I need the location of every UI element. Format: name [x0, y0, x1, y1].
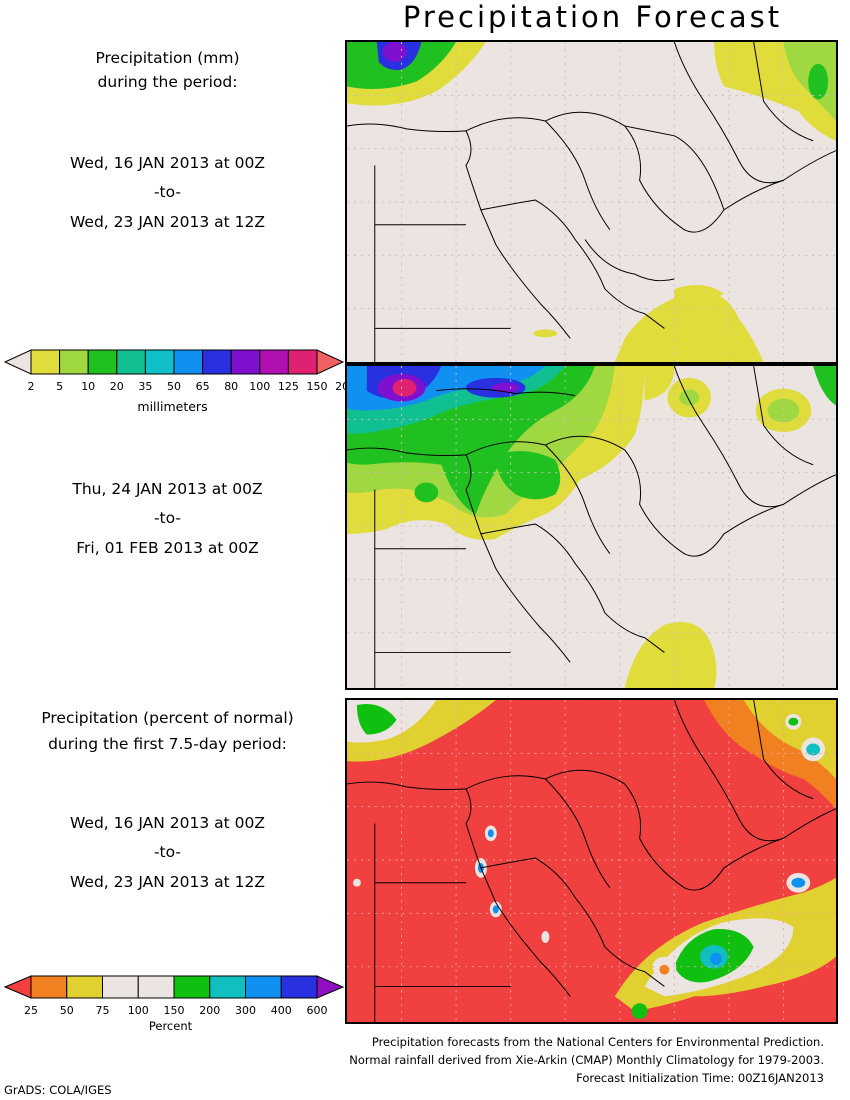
panel3-separator: -to- [153, 843, 182, 861]
colorbar-mm-ticks: 25102035506580100125150200 [0, 380, 357, 394]
colorbar-mm-unit: millimeters [137, 399, 208, 414]
precip-map-week2 [345, 364, 838, 690]
footer-line2: Normal rainfall derived from Xie-Arkin (… [349, 1053, 824, 1067]
page-title: Precipitation Forecast [402, 0, 783, 34]
colorbar-mm-swatches [3, 349, 345, 375]
colorbar-percent-swatch-low [3, 975, 32, 999]
panel3-start-date: Wed, 16 JAN 2013 at 00Z [70, 814, 265, 832]
grads-credit: GrADS: COLA/IGES [4, 1083, 112, 1097]
colorbar-mm-tick-label: 100 [249, 380, 271, 393]
colorbar-percent-swatch [30, 975, 68, 999]
colorbar-mm-swatch [287, 349, 318, 375]
panel1-end-date: Wed, 23 JAN 2013 at 12Z [70, 213, 265, 231]
panel2-end-date: Fri, 01 FEB 2013 at 00Z [76, 539, 259, 557]
colorbar-mm [0, 348, 345, 378]
colorbar-percent-swatch [245, 975, 282, 999]
percent-normal-map [345, 698, 838, 1024]
colorbar-mm-swatch [202, 349, 232, 375]
colorbar-mm-tick-label: 125 [277, 380, 299, 393]
colorbar-percent-tick-label: 150 [163, 1004, 185, 1017]
footer-line3: Forecast Initialization Time: 00Z16JAN20… [576, 1071, 824, 1085]
precip-map-week1 [345, 40, 838, 364]
colorbar-mm-tick-label: 65 [195, 380, 210, 393]
colorbar-percent-tick-label: 400 [270, 1004, 292, 1017]
colorbar-percent-swatch [102, 975, 139, 999]
colorbar-mm-swatch-low [3, 349, 32, 375]
colorbar-mm-tick-label: 50 [167, 380, 181, 393]
panel3-end-date: Wed, 23 JAN 2013 at 12Z [70, 873, 265, 891]
colorbar-mm-tick-label: 5 [56, 380, 64, 393]
panel1-heading-line2: during the period: [97, 73, 238, 91]
panel1-start-date: Wed, 16 JAN 2013 at 00Z [70, 154, 265, 172]
colorbar-mm-swatch [173, 349, 204, 375]
colorbar-percent-unit: Percent [148, 1019, 193, 1033]
panel2-start-date: Thu, 24 JAN 2013 at 00Z [72, 480, 263, 498]
colorbar-mm-tick-label: 20 [109, 380, 124, 393]
colorbar-mm-swatch [230, 349, 261, 375]
colorbar-percent-swatch [280, 975, 318, 999]
colorbar-mm-tick-label: 150 [306, 380, 328, 393]
colorbar-percent-ticks: 25 50 75 100 150 200 300 400 600 [0, 1004, 345, 1018]
colorbar-percent-swatch [173, 975, 211, 999]
colorbar-percent-tick-label: 50 [59, 1004, 74, 1017]
colorbar-mm-tick-label: 2 [27, 380, 35, 393]
colorbar-percent-swatch [137, 975, 175, 999]
panel1-separator: -to- [153, 183, 182, 201]
footer-line1: Precipitation forecasts from the Nationa… [371, 1035, 824, 1049]
panel1-heading-line1: Precipitation (mm) [95, 49, 240, 67]
colorbar-percent-tick-label: 200 [199, 1004, 221, 1017]
colorbar-mm-swatch [30, 349, 61, 375]
colorbar-mm-tick-label: 10 [81, 380, 96, 393]
colorbar-percent-tick-label: 300 [235, 1004, 256, 1017]
colorbar-percent [0, 974, 345, 1002]
panel3-heading-line2: during the first 7.5-day period: [48, 735, 287, 753]
colorbar-mm-tick-label: 80 [224, 380, 239, 393]
colorbar-percent-tick-label: 600 [306, 1004, 328, 1017]
colorbar-mm-swatch-high [316, 349, 345, 375]
colorbar-mm-swatch [87, 349, 118, 375]
colorbar-percent-tick-label: 100 [127, 1004, 149, 1017]
colorbar-percent-swatch [66, 975, 103, 999]
colorbar-percent-tick-label: 25 [24, 1004, 38, 1017]
colorbar-percent-swatch [209, 975, 246, 999]
colorbar-percent-tick-label: 75 [95, 1004, 110, 1017]
panel2-separator: -to- [153, 509, 182, 527]
colorbar-mm-swatch [116, 349, 146, 375]
colorbar-mm-swatch [59, 349, 89, 375]
colorbar-mm-swatch [259, 349, 289, 375]
panel3-heading-line1: Precipitation (percent of normal) [41, 709, 294, 727]
colorbar-mm-tick-label: 35 [138, 380, 153, 393]
colorbar-mm-swatch [144, 349, 175, 375]
colorbar-percent-swatch-high [316, 975, 345, 999]
colorbar-percent-swatches [3, 975, 345, 999]
